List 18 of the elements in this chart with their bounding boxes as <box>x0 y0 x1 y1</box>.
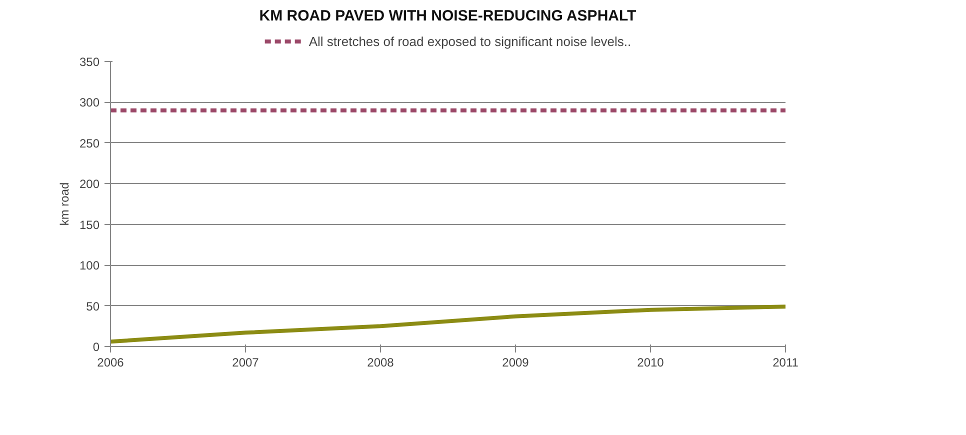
y-tick-label: 150 <box>79 218 100 232</box>
y-tick-label: 200 <box>79 177 100 192</box>
y-tick-label: 0 <box>92 340 100 354</box>
legend-label: All stretches of road exposed to significant noise levels.. <box>308 34 632 48</box>
line-series <box>110 304 786 344</box>
x-tick-label: 2011 <box>772 356 799 370</box>
y-tick-label: 350 <box>79 55 100 69</box>
y-axis-title: km road <box>57 182 72 226</box>
x-tick-label: 2010 <box>637 356 664 370</box>
y-tick-label: 250 <box>79 136 100 150</box>
x-tick-label: 2007 <box>232 356 260 370</box>
x-tick-label: 2008 <box>367 356 394 370</box>
y-tick-label: 100 <box>79 258 100 273</box>
y-tick-label: 300 <box>79 96 100 110</box>
x-tick-label: 2006 <box>97 356 124 370</box>
chart-title: KM ROAD PAVED WITH NOISE-REDUCING ASPHALT <box>259 8 636 24</box>
y-tick-label: 50 <box>86 299 100 314</box>
x-tick-label: 2009 <box>502 356 530 370</box>
